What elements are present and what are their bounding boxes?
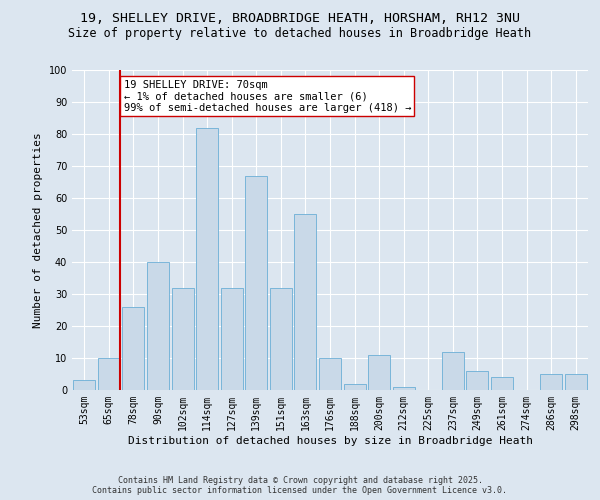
Text: Size of property relative to detached houses in Broadbridge Heath: Size of property relative to detached ho… [68,28,532,40]
Bar [122,307,145,390]
Bar [442,352,464,390]
Bar [466,371,488,390]
Bar [344,384,365,390]
Bar [491,377,513,390]
Bar [73,380,95,390]
Bar [319,358,341,390]
Bar [270,288,292,390]
Text: 19, SHELLEY DRIVE, BROADBRIDGE HEATH, HORSHAM, RH12 3NU: 19, SHELLEY DRIVE, BROADBRIDGE HEATH, HO… [80,12,520,26]
Y-axis label: Number of detached properties: Number of detached properties [33,132,43,328]
Bar [196,128,218,390]
Bar [392,387,415,390]
Bar [98,358,120,390]
Bar [295,214,316,390]
Bar [565,374,587,390]
Bar [221,288,243,390]
Text: 19 SHELLEY DRIVE: 70sqm
← 1% of detached houses are smaller (6)
99% of semi-deta: 19 SHELLEY DRIVE: 70sqm ← 1% of detached… [124,80,411,113]
Bar [368,355,390,390]
Bar [540,374,562,390]
Bar [147,262,169,390]
X-axis label: Distribution of detached houses by size in Broadbridge Heath: Distribution of detached houses by size … [128,436,533,446]
Bar [172,288,194,390]
Text: Contains HM Land Registry data © Crown copyright and database right 2025.
Contai: Contains HM Land Registry data © Crown c… [92,476,508,495]
Bar [245,176,268,390]
